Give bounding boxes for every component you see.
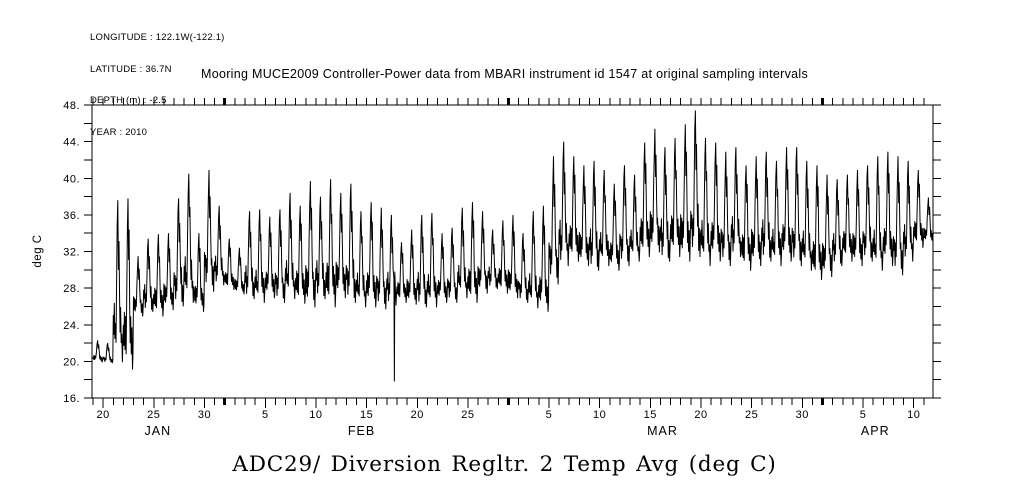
y-tick-label: 48. bbox=[63, 100, 80, 112]
x-day-label: 10 bbox=[309, 409, 322, 421]
y-tick-label: 16. bbox=[63, 393, 80, 405]
x-day-label: 25 bbox=[461, 409, 474, 421]
x-day-label: 5 bbox=[546, 409, 553, 421]
x-day-label: 5 bbox=[860, 409, 867, 421]
temperature-line bbox=[92, 110, 934, 382]
meta-year: YEAR : 2010 bbox=[90, 126, 148, 138]
y-tick-label: 20. bbox=[63, 356, 80, 368]
x-month-label: APR bbox=[861, 424, 890, 438]
x-day-label: 15 bbox=[644, 409, 657, 421]
x-day-label: 20 bbox=[411, 409, 424, 421]
x-day-label: 30 bbox=[198, 409, 211, 421]
x-day-label: 5 bbox=[262, 409, 269, 421]
plot-title: Mooring MUCE2009 Controller-Power data f… bbox=[200, 67, 809, 81]
y-tick-label: 36. bbox=[63, 210, 80, 222]
plot-caption: ADC29/ Diversion Regltr. 2 Temp Avg (deg… bbox=[232, 452, 777, 477]
y-tick-label: 44. bbox=[63, 137, 80, 149]
x-day-label: 25 bbox=[745, 409, 758, 421]
x-month-label: FEB bbox=[348, 424, 375, 438]
y-tick-label: 32. bbox=[63, 247, 80, 259]
meta-longitude: LONGITUDE : 122.1W(-122.1) bbox=[90, 32, 225, 43]
x-day-label: 30 bbox=[796, 409, 809, 421]
x-month-label: MAR bbox=[647, 424, 678, 438]
y-tick-label: 28. bbox=[63, 283, 80, 295]
x-day-label: 10 bbox=[907, 409, 920, 421]
meta-latitude: LATITUDE : 36.7N bbox=[90, 63, 172, 75]
x-day-label: 10 bbox=[593, 409, 606, 421]
x-month-label: JAN bbox=[145, 424, 172, 438]
y-tick-label: 40. bbox=[63, 173, 80, 185]
x-day-label: 15 bbox=[360, 409, 373, 421]
x-day-label: 20 bbox=[97, 409, 110, 421]
x-day-label: 20 bbox=[694, 409, 707, 421]
x-day-label: 25 bbox=[147, 409, 160, 421]
y-tick-label: 24. bbox=[63, 320, 80, 332]
